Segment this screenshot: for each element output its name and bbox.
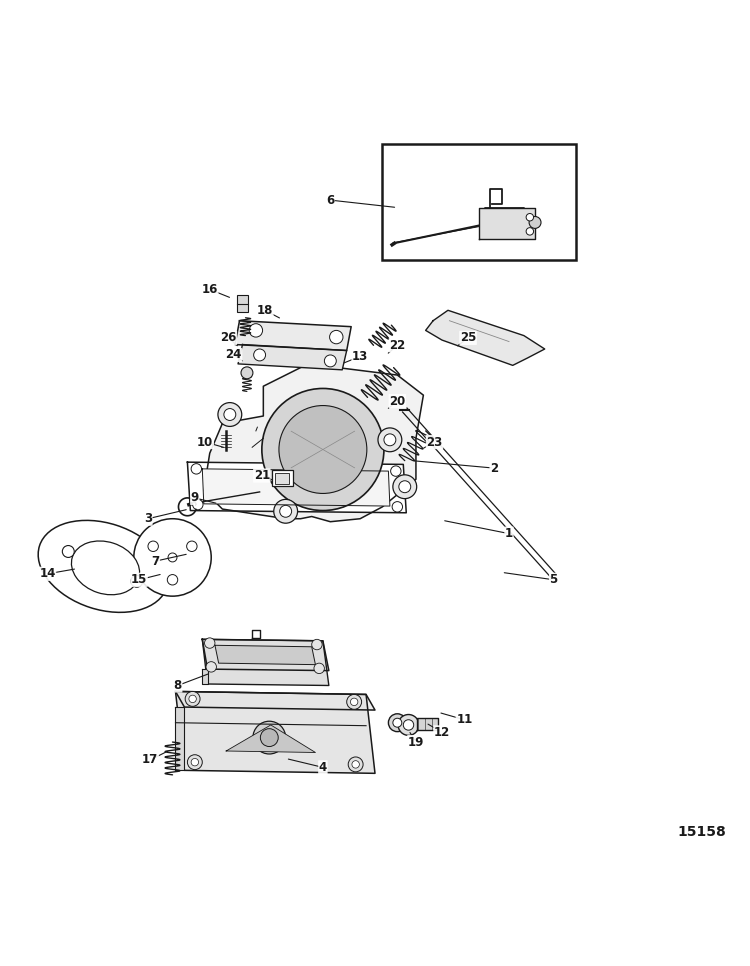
Circle shape bbox=[352, 760, 359, 768]
Bar bbox=[236, 296, 248, 312]
Circle shape bbox=[378, 428, 402, 452]
Text: 26: 26 bbox=[220, 331, 236, 344]
Circle shape bbox=[526, 213, 533, 221]
Circle shape bbox=[168, 553, 177, 562]
Circle shape bbox=[191, 464, 202, 474]
Circle shape bbox=[279, 406, 367, 494]
Text: 4: 4 bbox=[319, 761, 327, 774]
Circle shape bbox=[325, 355, 336, 367]
Circle shape bbox=[218, 403, 242, 426]
Bar bbox=[275, 472, 289, 484]
Polygon shape bbox=[226, 724, 316, 753]
Ellipse shape bbox=[38, 521, 169, 612]
Circle shape bbox=[346, 695, 362, 709]
Text: 16: 16 bbox=[202, 283, 218, 296]
Text: 22: 22 bbox=[389, 339, 406, 352]
Text: 23: 23 bbox=[427, 436, 442, 448]
Polygon shape bbox=[176, 692, 375, 710]
Polygon shape bbox=[202, 639, 328, 686]
Circle shape bbox=[399, 481, 411, 493]
Text: 10: 10 bbox=[197, 436, 214, 448]
Text: 6: 6 bbox=[326, 193, 334, 207]
Circle shape bbox=[62, 546, 74, 557]
Text: 13: 13 bbox=[352, 350, 368, 363]
Text: 14: 14 bbox=[39, 567, 56, 581]
Circle shape bbox=[249, 324, 262, 337]
Circle shape bbox=[134, 519, 212, 596]
Polygon shape bbox=[202, 469, 390, 506]
Polygon shape bbox=[417, 719, 438, 730]
Circle shape bbox=[392, 501, 403, 512]
Text: 8: 8 bbox=[173, 679, 182, 692]
Text: 19: 19 bbox=[408, 735, 424, 749]
Circle shape bbox=[253, 722, 286, 754]
Circle shape bbox=[185, 692, 200, 706]
Circle shape bbox=[260, 728, 278, 747]
Polygon shape bbox=[235, 321, 351, 351]
Text: 3: 3 bbox=[144, 512, 152, 526]
Circle shape bbox=[130, 576, 142, 587]
Circle shape bbox=[206, 662, 217, 672]
Circle shape bbox=[241, 367, 253, 379]
Circle shape bbox=[526, 228, 533, 235]
Text: 15158: 15158 bbox=[678, 825, 727, 838]
Text: 21: 21 bbox=[254, 469, 270, 482]
Text: 25: 25 bbox=[460, 331, 476, 344]
Polygon shape bbox=[425, 310, 544, 365]
Polygon shape bbox=[176, 692, 375, 774]
Polygon shape bbox=[215, 645, 316, 665]
Polygon shape bbox=[202, 639, 328, 670]
Circle shape bbox=[391, 466, 401, 476]
Circle shape bbox=[191, 758, 199, 766]
Text: 24: 24 bbox=[225, 349, 242, 361]
Polygon shape bbox=[238, 345, 346, 370]
Circle shape bbox=[314, 663, 325, 673]
Text: 17: 17 bbox=[142, 753, 158, 766]
Text: 7: 7 bbox=[152, 554, 160, 568]
Polygon shape bbox=[188, 462, 406, 513]
Text: 18: 18 bbox=[256, 303, 273, 317]
Ellipse shape bbox=[71, 541, 140, 595]
Circle shape bbox=[148, 541, 158, 552]
Circle shape bbox=[167, 575, 178, 585]
Circle shape bbox=[187, 541, 197, 552]
Text: 11: 11 bbox=[456, 713, 472, 726]
Circle shape bbox=[280, 505, 292, 517]
Text: 12: 12 bbox=[433, 725, 450, 739]
Text: 9: 9 bbox=[190, 492, 199, 504]
Circle shape bbox=[274, 499, 298, 524]
Text: 20: 20 bbox=[389, 395, 406, 408]
Text: 1: 1 bbox=[505, 527, 513, 540]
Text: 15: 15 bbox=[130, 573, 147, 586]
Circle shape bbox=[384, 434, 396, 445]
Circle shape bbox=[188, 754, 202, 770]
Circle shape bbox=[398, 715, 419, 735]
Circle shape bbox=[262, 388, 384, 511]
Circle shape bbox=[312, 639, 322, 650]
Circle shape bbox=[224, 409, 236, 420]
Circle shape bbox=[388, 714, 406, 731]
Circle shape bbox=[329, 330, 343, 344]
Bar bbox=[382, 144, 576, 260]
Circle shape bbox=[529, 216, 541, 228]
Circle shape bbox=[404, 720, 414, 730]
Bar bbox=[272, 469, 293, 486]
Circle shape bbox=[350, 698, 358, 705]
Polygon shape bbox=[176, 707, 184, 770]
Text: 2: 2 bbox=[490, 462, 498, 474]
Polygon shape bbox=[202, 669, 208, 684]
Polygon shape bbox=[479, 208, 535, 239]
Circle shape bbox=[193, 499, 203, 510]
Circle shape bbox=[393, 719, 402, 727]
Circle shape bbox=[205, 638, 215, 648]
Circle shape bbox=[189, 696, 196, 702]
Circle shape bbox=[348, 757, 363, 772]
Circle shape bbox=[254, 349, 266, 361]
Text: 5: 5 bbox=[550, 573, 558, 586]
Polygon shape bbox=[204, 364, 424, 522]
Circle shape bbox=[393, 475, 417, 498]
